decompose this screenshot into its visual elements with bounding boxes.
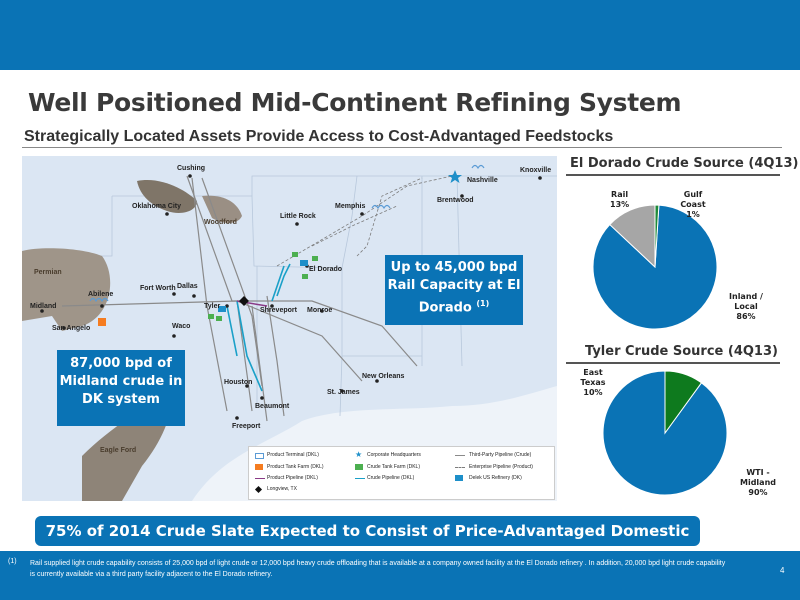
legend-third-party-line <box>455 455 465 456</box>
label-oklahoma-city: Oklahoma City <box>132 203 181 210</box>
tyler-pie-title: Tyler Crude Source (4Q13) <box>585 344 778 359</box>
legend-item-4: Crude Tank Farm (DKL) <box>367 464 420 470</box>
label-midland: Midland <box>30 303 56 310</box>
footnote-marker: (1) <box>8 558 17 565</box>
corporate-headquarters-star <box>448 170 462 183</box>
label-permian: Permian <box>34 269 62 276</box>
legend-product-pipeline-line <box>255 478 265 479</box>
page-title: Well Positioned Mid-Continent Refining S… <box>28 88 682 117</box>
product-tank-farm <box>98 318 106 326</box>
footnote-text: Rail supplied light crude capability con… <box>30 560 726 578</box>
longview-marker <box>239 296 249 306</box>
legend-item-8: Delek US Refinery (DK) <box>469 475 522 481</box>
rail-capacity-callout: Up to 45,000 bpd Rail Capacity at El Dor… <box>385 255 523 325</box>
el-dorado-label-inland: Inland / Local 86% <box>729 292 763 321</box>
label-brentwood: Brentwood <box>437 197 474 204</box>
tyler-pie <box>602 370 728 496</box>
legend-item-6: Product Pipeline (DKL) <box>267 475 318 481</box>
tyler-pie-rule <box>566 362 780 364</box>
label-little-rock: Little Rock <box>280 213 316 220</box>
map-legend: Product Terminal (DKL) ★ Corporate Headq… <box>248 446 555 500</box>
crude-slate-banner: 75% of 2014 Crude Slate Expected to Cons… <box>35 516 700 570</box>
legend-star-icon: ★ <box>355 450 363 459</box>
midland-crude-callout: 87,000 bpd of Midland crude in DK system <box>57 350 185 426</box>
legend-longview-icon <box>254 485 263 494</box>
title-divider <box>22 147 782 148</box>
legend-refinery-icon <box>455 475 463 481</box>
rail-capacity-note: (1) <box>476 299 490 308</box>
el-dorado-label-rail: Rail 13% <box>610 190 630 209</box>
woodford-region-east <box>202 195 242 223</box>
woodford-region <box>137 180 197 213</box>
tyler-label-wti-midland: WTI - Midland 90% <box>740 468 776 497</box>
legend-enterprise-line <box>455 467 465 468</box>
legend-item-5: Enterprise Pipeline (Product) <box>469 464 533 470</box>
label-cushing: Cushing <box>177 165 205 172</box>
label-nashville: Nashville <box>467 177 498 184</box>
el-dorado-pie-title: El Dorado Crude Source (4Q13) <box>570 156 799 171</box>
legend-item-2: Third-Party Pipeline (Crude) <box>469 452 532 458</box>
legend-item-0: Product Terminal (DKL) <box>267 452 319 458</box>
el-dorado-pie <box>592 204 718 330</box>
legend-item-3: Product Tank Farm (DKL) <box>267 464 324 470</box>
legend-item-9: Longview, TX <box>267 486 297 492</box>
footer-bar <box>0 551 800 600</box>
legend-product-tank-icon <box>255 464 263 470</box>
label-memphis: Memphis <box>335 203 365 210</box>
legend-product-terminal-icon <box>255 453 264 459</box>
enterprise-pipeline <box>276 175 453 267</box>
label-fort-worth: Fort Worth <box>140 285 176 292</box>
dkl-crude-pipelines <box>226 263 291 392</box>
label-woodford: Woodford <box>204 219 237 226</box>
legend-crude-tank-icon <box>355 464 363 470</box>
label-eagle-ford: Eagle Ford <box>100 447 136 454</box>
page-number: 4 <box>780 566 785 575</box>
refinery-markers <box>218 260 308 312</box>
label-shreveport: Shreveport <box>260 307 298 314</box>
label-knoxville: Knoxville <box>520 167 551 174</box>
pie-slice-gulf-coast <box>654 204 660 268</box>
top-banner <box>0 0 800 70</box>
label-st-james: St. James <box>327 389 360 396</box>
product-terminals <box>89 164 485 303</box>
label-abilene: Abilene <box>88 291 113 298</box>
label-freeport: Freeport <box>232 423 261 430</box>
label-beaumont: Beaumont <box>255 403 290 410</box>
tyler-label-east-texas: East Texas 10% <box>580 368 606 397</box>
legend-item-7: Crude Pipeline (DKL) <box>367 475 415 481</box>
rail-capacity-text: Up to 45,000 bpd Rail Capacity at El Dor… <box>387 260 521 316</box>
label-houston: Houston <box>224 379 252 386</box>
label-new-orleans: New Orleans <box>362 373 405 380</box>
legend-crude-pipeline-line <box>355 478 365 479</box>
label-dallas: Dallas <box>177 283 198 290</box>
page-subtitle: Strategically Located Assets Provide Acc… <box>24 128 614 145</box>
label-monroe: Monroe <box>307 307 332 314</box>
legend-item-1: Corporate Headquarters <box>367 452 421 458</box>
label-san-angelo: San Angelo <box>52 325 90 332</box>
permian-region <box>22 248 111 331</box>
pie-slice-east-texas <box>664 370 703 435</box>
label-waco: Waco <box>172 323 190 330</box>
map: Permian Eagle Ford Woodford Cushing Okla… <box>22 156 557 501</box>
crude-tank-farms <box>208 252 318 321</box>
label-el-dorado: El Dorado <box>309 266 342 273</box>
el-dorado-label-gulf-coast: Gulf Coast 1% <box>680 190 706 219</box>
label-tyler: Tyler <box>204 303 220 310</box>
el-dorado-pie-rule <box>566 174 780 176</box>
